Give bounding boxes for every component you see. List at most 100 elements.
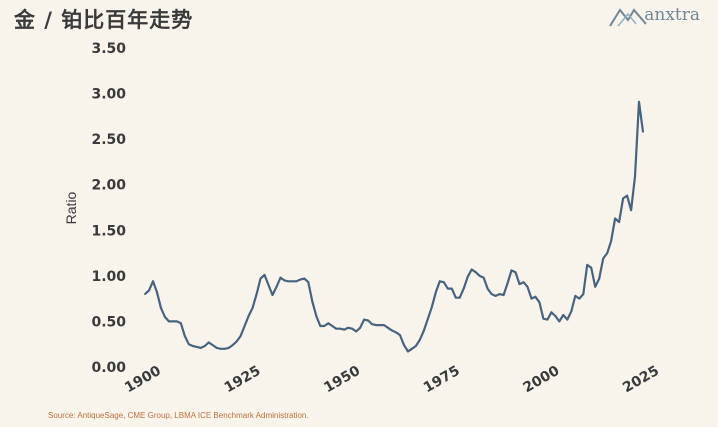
data-point bbox=[303, 277, 306, 280]
data-point bbox=[311, 300, 314, 303]
data-point bbox=[371, 323, 373, 326]
data-point bbox=[522, 281, 525, 284]
data-point bbox=[195, 346, 198, 348]
chart-title: 金 / 铂比百年走势 bbox=[14, 8, 194, 32]
data-point bbox=[538, 301, 541, 304]
brand-logo: anxtra bbox=[608, 2, 700, 28]
y-axis-label: Ratio bbox=[63, 191, 79, 224]
data-point bbox=[164, 316, 166, 318]
data-point bbox=[638, 100, 640, 103]
data-point bbox=[546, 318, 549, 321]
data-point bbox=[542, 317, 545, 320]
data-point bbox=[275, 285, 278, 288]
data-point bbox=[172, 320, 174, 323]
data-point bbox=[482, 276, 485, 279]
data-point bbox=[259, 277, 262, 280]
source-note: Source: AntiqueSage, CME Group, LBMA ICE… bbox=[48, 411, 309, 420]
data-point bbox=[534, 295, 537, 298]
data-point bbox=[446, 287, 449, 290]
data-point bbox=[614, 217, 616, 220]
data-point bbox=[335, 327, 338, 330]
data-point bbox=[590, 266, 593, 269]
data-point bbox=[160, 306, 162, 309]
data-point bbox=[247, 315, 250, 317]
data-point bbox=[442, 281, 445, 284]
data-point bbox=[423, 329, 425, 332]
data-point bbox=[462, 287, 465, 290]
data-point bbox=[215, 347, 218, 349]
data-point bbox=[267, 284, 270, 286]
data-point bbox=[339, 327, 342, 330]
data-point bbox=[359, 326, 361, 329]
data-point bbox=[558, 320, 561, 323]
data-point bbox=[618, 221, 620, 224]
data-point bbox=[199, 347, 202, 349]
data-point bbox=[239, 335, 242, 337]
data-point bbox=[470, 268, 473, 271]
data-point bbox=[478, 275, 481, 277]
data-point bbox=[319, 325, 322, 327]
series-line bbox=[144, 100, 645, 353]
data-point bbox=[494, 295, 497, 297]
data-point bbox=[271, 294, 274, 296]
data-point bbox=[486, 287, 489, 290]
data-point bbox=[434, 291, 437, 294]
data-point bbox=[183, 335, 186, 337]
x-tick-label: 1975 bbox=[421, 363, 463, 396]
data-point bbox=[299, 278, 302, 281]
data-point bbox=[255, 293, 258, 295]
x-tick-label: 2000 bbox=[521, 363, 563, 396]
y-tick-label: 1.00 bbox=[91, 269, 126, 285]
data-point bbox=[510, 269, 513, 272]
data-point bbox=[403, 344, 405, 346]
data-point bbox=[622, 197, 624, 200]
data-point bbox=[458, 296, 461, 299]
data-point bbox=[518, 283, 521, 285]
data-point bbox=[466, 275, 469, 278]
data-point bbox=[610, 240, 612, 243]
data-point bbox=[526, 285, 529, 288]
data-point bbox=[626, 194, 628, 197]
data-point bbox=[574, 295, 577, 297]
y-axis-ticks: 0.00 0.50 1.00 1.50 2.00 2.50 3.00 3.50 bbox=[91, 41, 126, 376]
data-point bbox=[263, 274, 266, 276]
data-point bbox=[367, 319, 369, 322]
data-point bbox=[530, 297, 533, 300]
ratio-line-chart: 0.00 0.50 1.00 1.50 2.00 2.50 3.00 3.50 1900 192… bbox=[63, 41, 662, 396]
data-point bbox=[207, 341, 210, 344]
data-point bbox=[327, 322, 330, 325]
data-point bbox=[152, 280, 154, 283]
data-point bbox=[502, 294, 505, 296]
data-point bbox=[168, 320, 170, 323]
data-point bbox=[450, 287, 453, 290]
brand-name: anxtra bbox=[644, 5, 700, 25]
x-axis-ticks: 1900 1925 1950 1975 2000 2025 bbox=[122, 363, 662, 396]
y-tick-label: 0.50 bbox=[91, 314, 126, 330]
data-point bbox=[307, 281, 310, 284]
data-point bbox=[251, 306, 254, 309]
data-point bbox=[323, 325, 326, 327]
data-point bbox=[375, 324, 377, 326]
x-tick-label: 1925 bbox=[222, 363, 264, 396]
data-point bbox=[419, 338, 421, 341]
y-tick-label: 1.50 bbox=[91, 223, 126, 239]
data-point bbox=[490, 293, 493, 295]
y-tick-label: 3.50 bbox=[91, 41, 126, 57]
data-point bbox=[191, 345, 194, 347]
data-point bbox=[227, 347, 230, 349]
x-tick-label: 1950 bbox=[321, 363, 363, 396]
y-tick-label: 2.50 bbox=[91, 132, 126, 148]
x-tick-label: 2025 bbox=[620, 363, 662, 396]
data-point bbox=[347, 326, 350, 329]
data-point bbox=[586, 264, 589, 266]
data-point bbox=[315, 315, 318, 317]
data-point bbox=[399, 334, 401, 336]
data-point bbox=[578, 297, 581, 300]
data-point bbox=[144, 293, 146, 295]
data-point bbox=[363, 318, 365, 321]
data-point bbox=[223, 347, 226, 350]
data-point bbox=[235, 340, 238, 343]
data-point bbox=[602, 257, 605, 260]
data-point bbox=[554, 315, 557, 317]
data-point bbox=[156, 291, 158, 294]
